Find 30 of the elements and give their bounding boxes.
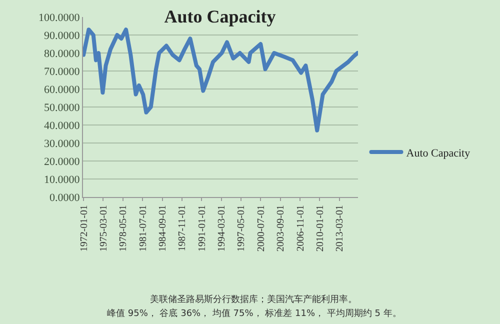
x-tick-label: 1994-03-01	[216, 205, 228, 252]
line-series	[83, 28, 358, 132]
x-tick-label: 1975-03-01	[98, 205, 110, 252]
y-tick-label: 70.0000	[44, 66, 80, 78]
y-tick-label: 10.0000	[44, 174, 80, 186]
text: 美联储圣路易斯分行数据库；美国汽车产能利用率。	[150, 294, 357, 305]
x-tick-label: 2010-01-01	[314, 205, 326, 252]
chart-title: Auto Capacity	[164, 6, 276, 26]
x-tick-label: 1981-07-01	[138, 205, 149, 252]
y-tick-label: 30.0000	[44, 138, 80, 150]
x-tick-label: 1987-11-01	[177, 205, 188, 252]
y-tick-label: 100.0000	[38, 12, 80, 24]
x-tick-label: 2013-03-01	[334, 205, 346, 252]
y-tick-label: 20.0000	[44, 156, 80, 168]
x-tick-label: 1997-05-01	[236, 205, 248, 252]
y-tick-label: 60.0000	[44, 84, 80, 96]
y-tick-label: 40.0000	[44, 120, 80, 132]
y-tick-label: 80.0000	[44, 48, 80, 60]
x-tick-label: 1978-05-01	[118, 205, 130, 252]
x-tick-label: 2006-11-01	[295, 205, 306, 252]
y-tick-label: 90.0000	[44, 30, 80, 42]
x-tick-label: 1972-01-01	[78, 205, 90, 252]
legend-label: Auto Capacity	[406, 147, 471, 160]
x-tick-label: 1991-01-01	[196, 205, 208, 252]
x-tick-label: 2003-09-01	[276, 205, 287, 252]
text: 峰值 95%， 谷底 36%， 均值 75%， 标准差 11%， 平均周期约 5 年。	[107, 308, 402, 319]
x-tick-label: 2000-07-01	[256, 205, 267, 252]
y-tick-label: 50.0000	[44, 102, 80, 114]
x-tick-label: 1984-09-01	[158, 205, 169, 252]
y-tick-label: 0.0000	[50, 192, 80, 204]
